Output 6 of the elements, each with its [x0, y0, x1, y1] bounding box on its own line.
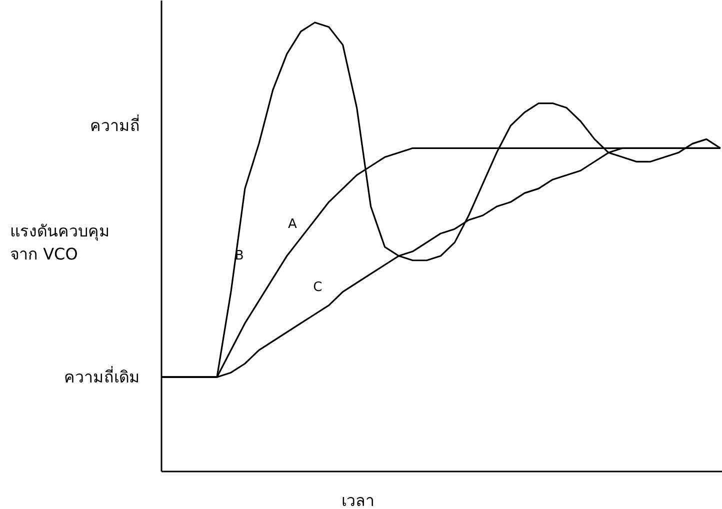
text: ความถี่เดิม: [64, 366, 140, 387]
series-label: C: [313, 280, 322, 295]
text: ความถี่: [90, 114, 140, 136]
series-label: A: [288, 216, 298, 232]
y-axis-title: แรงดันควบคุม จาก VCO: [10, 222, 110, 264]
x-axis-title: เวลา: [342, 491, 375, 509]
